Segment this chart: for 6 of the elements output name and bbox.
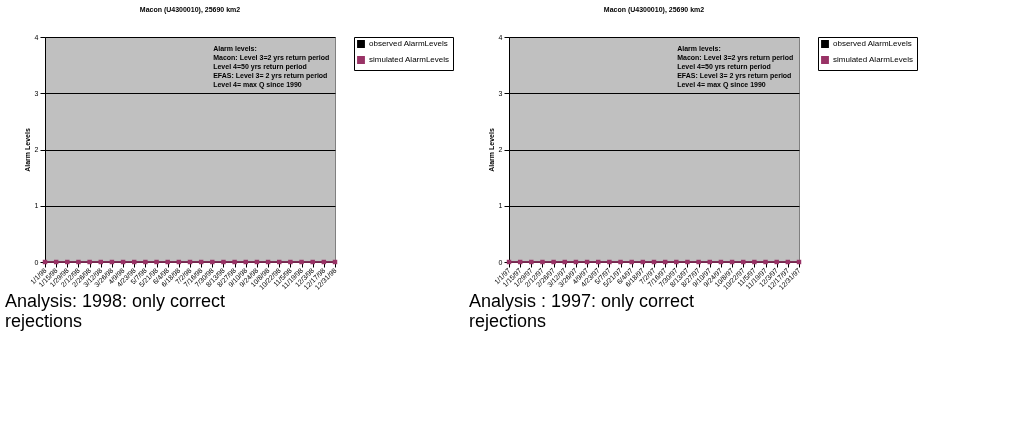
text: Analysis : 1997: only correct rejections [469,291,695,331]
text: Analysis: 1998: only correct rejections [5,291,226,331]
legend-label: simulated AlarmLevels [833,55,914,64]
legend-label: observed AlarmLevels [369,39,448,48]
legend-label: observed AlarmLevels [833,39,912,48]
legend-label: simulated AlarmLevels [369,55,450,64]
